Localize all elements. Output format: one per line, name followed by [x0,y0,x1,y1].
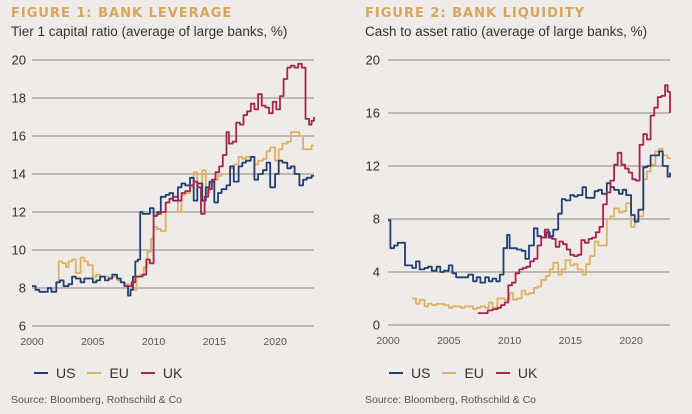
figure-2-title: FIGURE 2: BANK LIQUIDITY [365,6,586,21]
series-line-us [388,150,671,284]
legend-item-uk: UK [140,365,183,381]
series-line-uk [124,62,315,287]
legend-label-uk: UK [517,365,538,381]
figure-1-title: FIGURE 1: BANK LEVERAGE [11,6,233,21]
y-tick-label: 18 [12,91,26,106]
y-tick-label: 8 [373,212,380,227]
legend-swatch-eu [87,371,102,375]
figure-2-legend: US EU UK [389,365,537,381]
x-tick-label: 2000 [20,336,44,348]
figure-1-chart: 6 8 10 12 14 16 18 20 2000 2005 2010 2015 2020 [12,53,315,348]
x-tick-label: 2020 [263,336,287,348]
figure-2-source: Source: Bloomberg, Rothschild & Co [365,394,536,406]
x-tick-label: 2015 [559,335,583,347]
figure-1-panel: FIGURE 1: BANK LEVERAGE Tier 1 capital r… [11,6,315,406]
y-tick-label: 8 [19,281,26,296]
y-tick-label: 10 [12,243,26,258]
figure-2-panel: FIGURE 2: BANK LIQUIDITY Cash to asset r… [346,0,692,414]
legend-swatch-uk [140,371,155,375]
figure-2-chart: 0 4 8 12 16 20 2000 2005 2010 2015 2020 [366,53,671,347]
legend-label-uk: UK [162,365,183,381]
figure-1-source: Source: Bloomberg, Rothschild & Co [11,394,182,406]
y-tick-label: 6 [19,319,26,334]
legend-swatch-us [389,371,403,375]
y-tick-label: 12 [12,205,26,220]
y-tick-label: 20 [12,53,26,68]
legend-item-uk: UK [495,365,538,381]
legend-item-eu: EU [442,365,484,381]
figure-1-subtitle: Tier 1 capital ratio (average of large b… [11,24,288,39]
series-line-us [32,156,314,297]
legend-item-us: US [389,365,430,381]
legend-swatch-uk [495,371,510,375]
legend-label-us: US [411,365,431,381]
y-tick-label: 0 [373,318,380,333]
x-tick-label: 2020 [619,335,643,347]
y-tick-label: 14 [12,167,26,182]
series-line-eu [56,131,314,291]
x-tick-label: 2005 [437,335,461,347]
y-tick-label: 16 [366,106,380,121]
legend-swatch-eu [442,371,457,375]
x-tick-label: 2005 [81,336,105,348]
figure-2-subtitle: Cash to asset ratio (average of large ba… [365,24,648,39]
legend-label-us: US [56,365,76,381]
x-tick-label: 2010 [142,336,166,348]
legend-swatch-us [34,371,48,375]
series-line-uk [477,84,671,314]
y-tick-label: 16 [12,129,26,144]
y-tick-label: 4 [373,265,380,280]
legend-item-us: US [34,365,75,381]
y-tick-label: 12 [366,159,380,174]
x-tick-label: 2010 [498,335,522,347]
x-tick-label: 2015 [203,336,227,348]
y-tick-label: 20 [366,53,380,68]
legend-label-eu: EU [109,365,129,381]
legend-item-eu: EU [87,365,129,381]
x-tick-label: 2000 [376,335,400,347]
figure-1-legend: US EU UK [34,365,182,381]
legend-label-eu: EU [464,365,484,381]
